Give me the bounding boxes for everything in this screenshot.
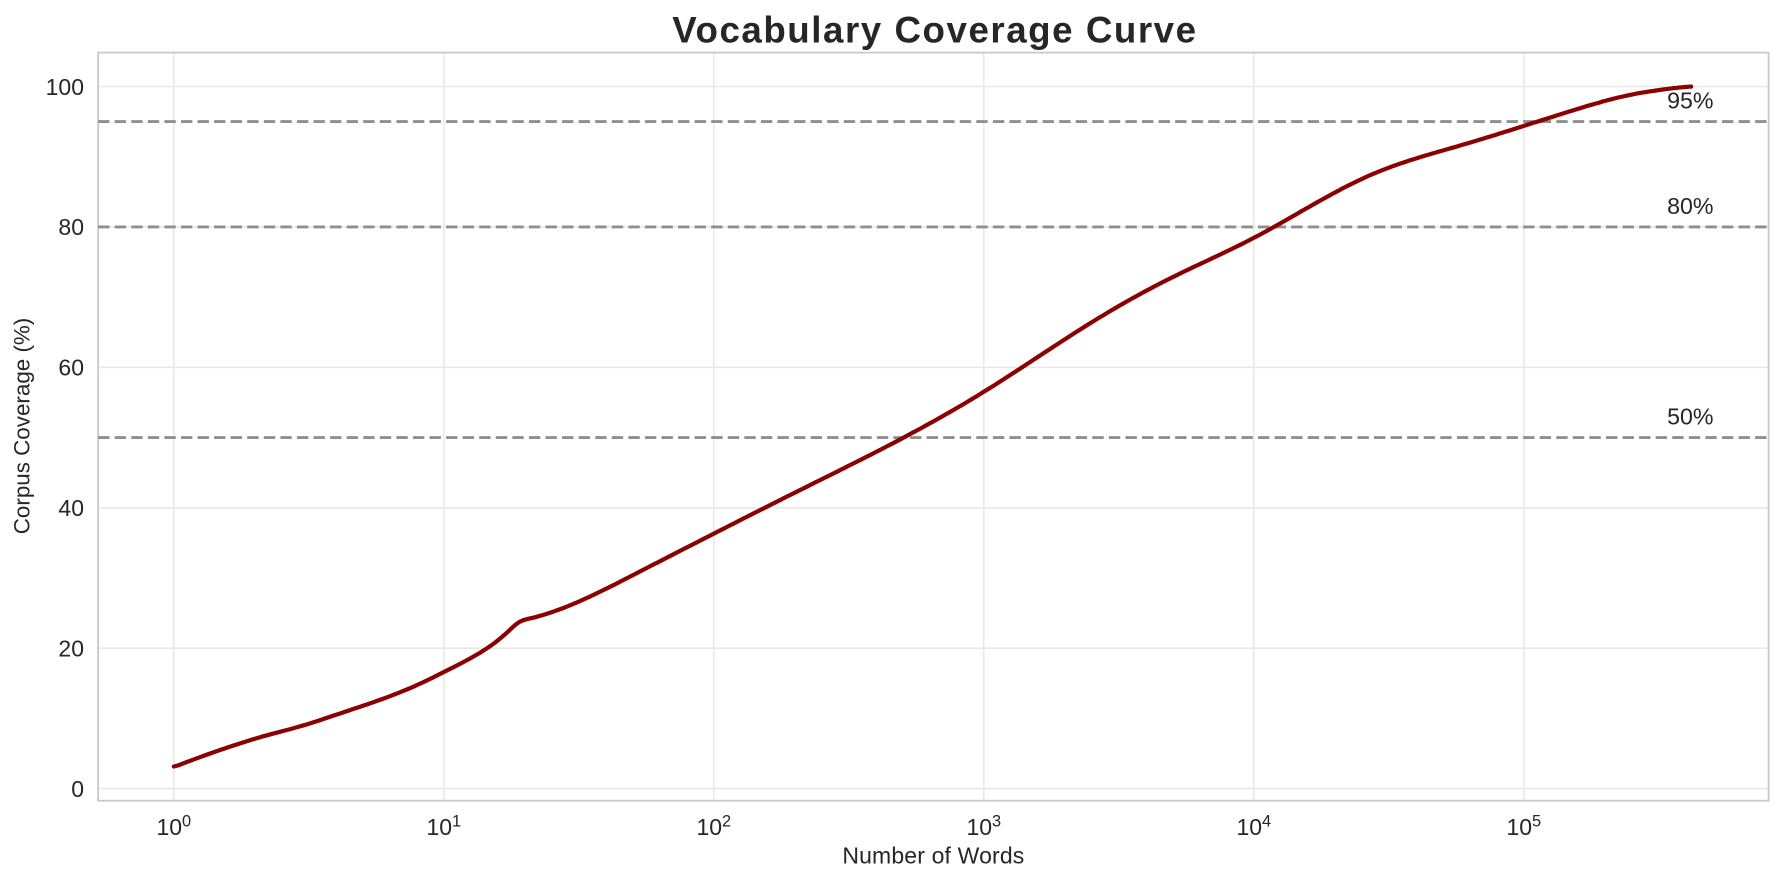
- svg-text:100: 100: [46, 74, 84, 100]
- svg-text:80: 80: [58, 214, 84, 240]
- svg-text:Vocabulary Coverage Curve: Vocabulary Coverage Curve: [672, 10, 1197, 51]
- svg-text:60: 60: [58, 355, 84, 381]
- svg-text:95%: 95%: [1667, 88, 1713, 114]
- svg-text:20: 20: [58, 636, 84, 662]
- svg-text:80%: 80%: [1667, 193, 1713, 219]
- svg-text:50%: 50%: [1667, 404, 1713, 430]
- svg-text:0: 0: [71, 776, 84, 802]
- svg-text:Corpus Coverage (%): Corpus Coverage (%): [10, 318, 35, 535]
- svg-text:Number of Words: Number of Words: [842, 843, 1024, 869]
- svg-text:102: 102: [696, 813, 731, 841]
- svg-text:40: 40: [58, 495, 84, 521]
